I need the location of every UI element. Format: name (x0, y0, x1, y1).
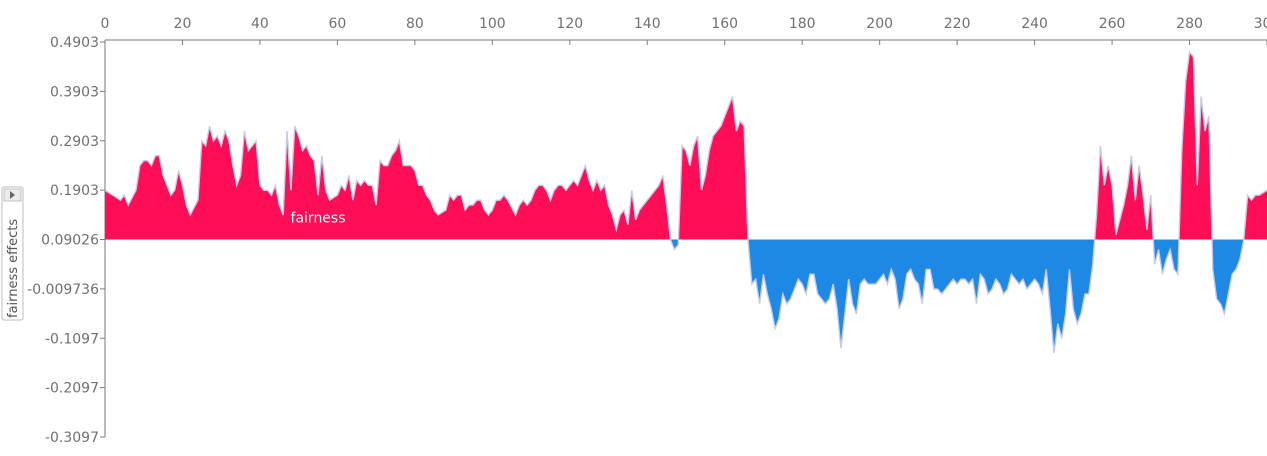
positive-effect-area (1094, 145, 1154, 240)
x-tick-label: 120 (556, 16, 583, 32)
y-tick-label: -0.009736 (27, 282, 99, 298)
y-tick-label: -0.3097 (45, 430, 99, 446)
negative-effect-area (670, 239, 679, 250)
y-tick-label: 0.1903 (50, 183, 99, 199)
y-tick-label: 0.2903 (50, 134, 99, 150)
y-tick-label: -0.2097 (45, 381, 99, 397)
y-axis-label-group[interactable]: fairness effects (1, 186, 24, 321)
positive-effect-area (105, 126, 671, 240)
triangle-right-icon[interactable] (10, 191, 15, 199)
x-tick-label: 0 (101, 16, 110, 32)
x-tick-label: 220 (944, 16, 971, 32)
x-tick-label: 280 (1176, 16, 1203, 32)
y-axis-label-box[interactable] (1, 186, 24, 321)
annotations: fairness (291, 210, 346, 226)
x-axis: 0 20 40 60 80 100 120 140 160 180 200 220 240 260 280 3… (101, 16, 1267, 45)
x-tick-label: 240 (1021, 16, 1048, 32)
y-axis: 0.4903 0.3903 0.2903 0.1903 0.09026 -0.009736… (27, 35, 106, 446)
positive-effect-area (1243, 190, 1267, 240)
series-outline (104, 50, 1267, 354)
plot-area (104, 50, 1267, 354)
x-tick-label: 20 (174, 16, 192, 32)
y-axis-label: fairness effects (6, 219, 21, 318)
x-tick-label: 160 (711, 16, 738, 32)
x-tick-label: 200 (866, 16, 893, 32)
negative-effect-area (1153, 239, 1179, 275)
y-tick-label: 0.4903 (50, 35, 99, 51)
x-tick-label: 60 (328, 16, 346, 32)
negative-effect-area (1212, 239, 1244, 314)
x-tick-label: 300 (1254, 16, 1267, 32)
x-tick-label: 140 (634, 16, 661, 32)
x-tick-label: 260 (1099, 16, 1126, 32)
x-tick-label: 80 (406, 16, 424, 32)
x-tick-label: 100 (479, 16, 506, 32)
y-tick-label: 0.09026 (41, 233, 99, 249)
x-tick-label: 180 (789, 16, 816, 32)
series-label: fairness (291, 210, 346, 226)
y-tick-label: -0.1097 (45, 331, 99, 347)
y-tick-label: 0.3903 (50, 84, 99, 100)
x-tick-label: 40 (251, 16, 269, 32)
positive-effect-area (678, 96, 748, 240)
